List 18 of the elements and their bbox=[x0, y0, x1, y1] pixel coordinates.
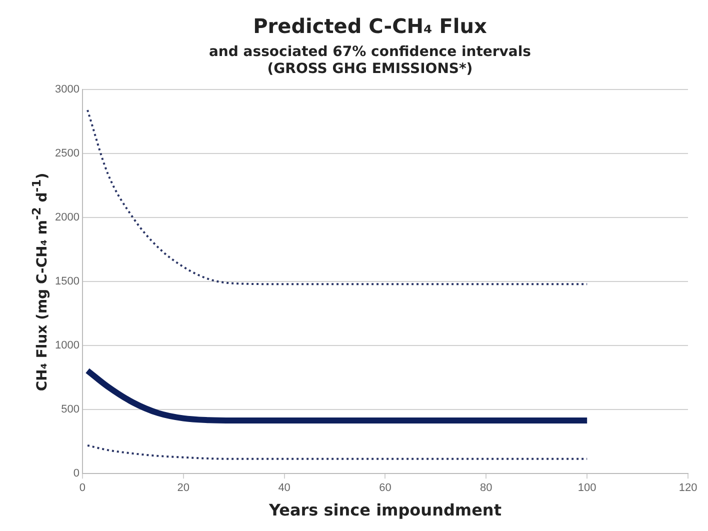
x-axis-title: Years since impoundment bbox=[268, 500, 502, 520]
y-tick-label: 1000 bbox=[54, 340, 80, 352]
line-series bbox=[86, 444, 588, 460]
y-tick-label: 2500 bbox=[54, 148, 80, 160]
y-tick-label: 0 bbox=[73, 468, 80, 480]
line-series bbox=[86, 109, 588, 286]
y-tick-label: 2000 bbox=[54, 212, 80, 224]
x-tick-label: 40 bbox=[278, 482, 290, 494]
x-tick-label: 60 bbox=[379, 482, 392, 494]
x-tick-label: 100 bbox=[578, 482, 596, 494]
x-tick-label: 80 bbox=[480, 482, 492, 494]
x-tick-label: 120 bbox=[678, 482, 698, 494]
y-tick-label: 3000 bbox=[54, 84, 80, 96]
chart-title: Predicted C-CH₄ Flux bbox=[253, 14, 487, 38]
chart-subtitle: and associated 67% confidence intervals (GROSS GHG EMISSIONS*) bbox=[208, 44, 532, 77]
y-tick-label: 500 bbox=[61, 404, 80, 416]
x-tick-label: 20 bbox=[177, 482, 190, 494]
y-tick-label: 1500 bbox=[54, 276, 80, 288]
